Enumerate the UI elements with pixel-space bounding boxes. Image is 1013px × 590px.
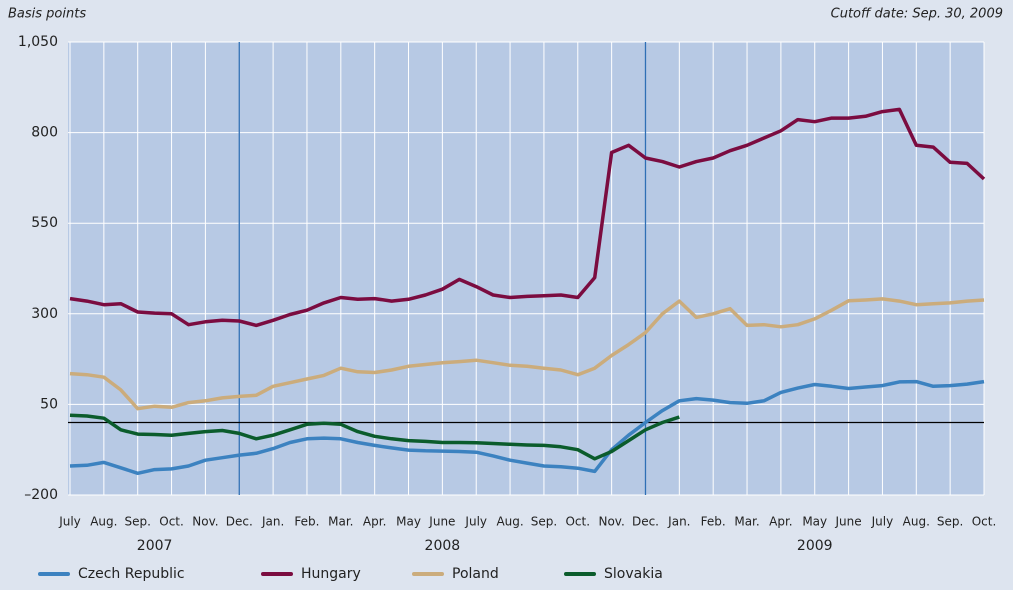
series-line (69, 379, 985, 476)
x-tick-label: Sep. (531, 515, 557, 529)
y-tick-label: 300 (31, 306, 58, 322)
x-tick-label: Apr. (363, 515, 386, 529)
x-tick-label: Aug. (90, 515, 117, 529)
year-label: 2009 (797, 538, 833, 554)
x-tick-label: Oct. (565, 515, 590, 529)
y-tick-label: 800 (31, 125, 58, 141)
y-tick-label: 50 (40, 396, 58, 412)
year-label: 2007 (137, 538, 173, 554)
y-tick-label: 550 (31, 215, 58, 231)
x-tick-label: Feb. (701, 515, 726, 529)
legend-label: Hungary (301, 566, 361, 582)
year-label: 2008 (425, 538, 461, 554)
series-line (69, 413, 680, 461)
x-tick-label: Sep. (937, 515, 963, 529)
x-tick-label: Mar. (328, 515, 353, 529)
x-tick-label: Oct. (972, 515, 997, 529)
legend-label: Slovakia (604, 566, 663, 582)
x-tick-label: July (464, 515, 487, 529)
x-tick-label: Feb. (294, 515, 319, 529)
x-tick-label: May (396, 515, 421, 529)
series-line (69, 107, 986, 328)
series-line (69, 297, 985, 411)
x-tick-label: May (802, 515, 827, 529)
x-tick-label: Aug. (496, 515, 523, 529)
x-tick-label: Dec. (226, 515, 253, 529)
x-tick-label: July (58, 515, 81, 529)
x-tick-label: Mar. (734, 515, 759, 529)
x-tick-label: Nov. (598, 515, 624, 529)
x-tick-label: Dec. (632, 515, 659, 529)
legend-label: Poland (452, 566, 499, 582)
x-tick-label: Aug. (903, 515, 930, 529)
x-tick-label: July (871, 515, 894, 529)
x-tick-label: Jan. (667, 515, 690, 529)
y-tick-label: –200 (24, 487, 58, 503)
y-axis-label: Basis points (8, 7, 86, 22)
x-tick-label: Oct. (159, 515, 184, 529)
legend-label: Czech Republic (78, 566, 185, 582)
x-tick-label: June (835, 515, 862, 529)
note: Cutoff date: Sep. 30, 2009 (831, 7, 1003, 22)
x-tick-label: Jan. (261, 515, 284, 529)
x-tick-label: Nov. (192, 515, 218, 529)
x-tick-label: Sep. (124, 515, 150, 529)
y-tick-label: 1,050 (18, 34, 58, 50)
x-tick-label: June (428, 515, 455, 529)
x-tick-label: Apr. (769, 515, 792, 529)
